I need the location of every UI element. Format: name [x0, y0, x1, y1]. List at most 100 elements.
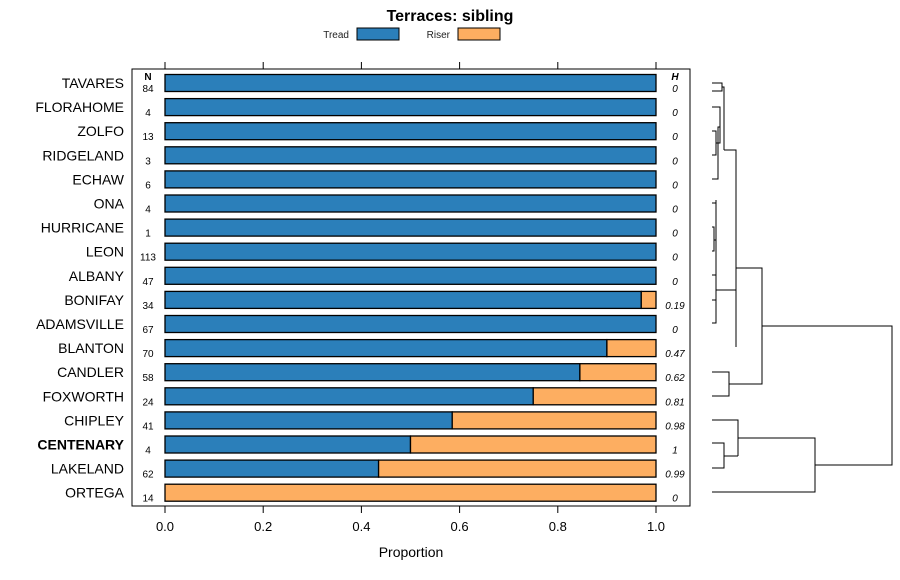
category-label: ONA [94, 196, 125, 212]
category-label: TAVARES [62, 75, 124, 91]
n-value: 41 [142, 421, 154, 432]
bar-segment-tread [164, 363, 581, 382]
h-value: 0 [672, 108, 678, 119]
bar-segment-tread [164, 435, 412, 454]
bar-segment-tread [164, 194, 657, 213]
bar-segment-tread [164, 73, 657, 93]
n-value: 13 [142, 132, 154, 143]
x-tick-label: 0.8 [549, 519, 567, 534]
bar-segment-riser [532, 387, 657, 406]
n-value: 24 [142, 397, 154, 408]
h-value: 0.47 [665, 349, 685, 360]
x-tick-label: 0.0 [156, 519, 174, 534]
category-label: LAKELAND [51, 461, 124, 477]
n-value: 4 [145, 108, 151, 119]
bar-segment-tread [164, 338, 608, 358]
h-value: 0.98 [665, 421, 685, 432]
n-value: 58 [142, 373, 154, 384]
n-value: 6 [145, 180, 151, 191]
n-value: 47 [142, 277, 154, 288]
h-value: 0.62 [665, 373, 685, 384]
category-label: ZOLFO [77, 123, 124, 139]
h-value: 0 [672, 494, 678, 505]
n-value: 62 [142, 470, 154, 481]
h-value: 0 [672, 132, 678, 143]
bar-segment-tread [164, 242, 657, 261]
x-tick-label: 1.0 [647, 519, 665, 534]
legend-label-tread: Tread [323, 30, 349, 41]
category-label: HURRICANE [41, 220, 124, 236]
category-label: FLORAHOME [35, 99, 124, 115]
legend-label-riser: Riser [427, 30, 451, 41]
chart-title: Terraces: sibling [387, 8, 514, 25]
h-value: 0.99 [665, 470, 685, 481]
bar-segment-tread [164, 411, 453, 430]
category-label: CHIPLEY [64, 412, 125, 428]
n-value: 113 [140, 253, 156, 264]
dendrogram [712, 82, 893, 493]
x-axis-title: Proportion [379, 544, 444, 560]
category-label: ADAMSVILLE [36, 316, 124, 332]
n-value: 1 [145, 229, 151, 240]
bar-segment-riser [377, 459, 657, 478]
n-value: 34 [142, 301, 154, 312]
x-tick-label: 0.6 [451, 519, 469, 534]
h-value: 0 [672, 84, 678, 95]
category-label: BONIFAY [64, 292, 124, 308]
h-value: 0 [672, 205, 678, 216]
x-tick-label: 0.4 [352, 519, 370, 534]
category-label: ECHAW [72, 171, 124, 187]
category-label: CENTENARY [37, 437, 124, 453]
x-axis: 0.0 0.2 0.4 0.6 0.8 1.0 [156, 62, 665, 534]
bar-segment-tread [164, 170, 657, 189]
category-label: ORTEGA [65, 485, 125, 501]
bar-rows [164, 73, 657, 502]
bar-segment-tread [164, 290, 642, 310]
bar-segment-tread [164, 146, 657, 165]
h-value: 0 [672, 277, 678, 288]
category-label: ALBANY [69, 268, 125, 284]
legend-swatch-riser [457, 27, 501, 41]
h-value: 0 [672, 325, 678, 336]
h-value: 0 [672, 180, 678, 191]
n-value: 70 [142, 349, 154, 360]
bar-segment-riser [640, 290, 657, 310]
bar-segment-tread [164, 218, 657, 237]
legend-swatch-tread [356, 27, 400, 41]
category-label: BLANTON [58, 340, 124, 356]
n-value: 4 [145, 205, 151, 216]
bar-segment-riser [579, 363, 657, 382]
bar-segment-tread [164, 122, 657, 141]
category-label: LEON [86, 244, 124, 260]
bar-segment-tread [164, 387, 534, 406]
h-column-header: H [671, 72, 679, 83]
h-value: 0 [672, 253, 678, 264]
h-value: 1 [672, 446, 678, 457]
bar-segment-tread [164, 97, 657, 117]
n-value: 3 [145, 156, 151, 167]
bar-segment-tread [164, 314, 657, 334]
n-value: 67 [142, 325, 154, 336]
bar-segment-riser [606, 338, 657, 358]
n-value: 14 [142, 494, 154, 505]
plot-frame [131, 68, 691, 507]
category-label: FOXWORTH [43, 388, 124, 404]
n-value: 84 [142, 84, 154, 95]
n-value: 4 [145, 446, 151, 457]
bar-segment-tread [164, 266, 657, 285]
category-label: RIDGELAND [42, 147, 124, 163]
legend: Tread Riser [323, 27, 501, 41]
bar-segment-riser [451, 411, 657, 430]
category-labels: TAVARES 84 0 FLORAHOME 4 0 ZOLFO 13 0 RIDGELAND 3 0… [35, 75, 685, 505]
h-value: 0.19 [665, 301, 685, 312]
bar-segment-riser [409, 435, 657, 454]
category-label: CANDLER [57, 364, 124, 380]
bar-segment-riser [164, 483, 657, 502]
x-tick-label: 0.2 [254, 519, 272, 534]
h-value: 0.81 [665, 397, 684, 408]
bar-segment-tread [164, 459, 380, 478]
n-column-header: N [144, 72, 151, 83]
h-value: 0 [672, 156, 678, 167]
h-value: 0 [672, 229, 678, 240]
